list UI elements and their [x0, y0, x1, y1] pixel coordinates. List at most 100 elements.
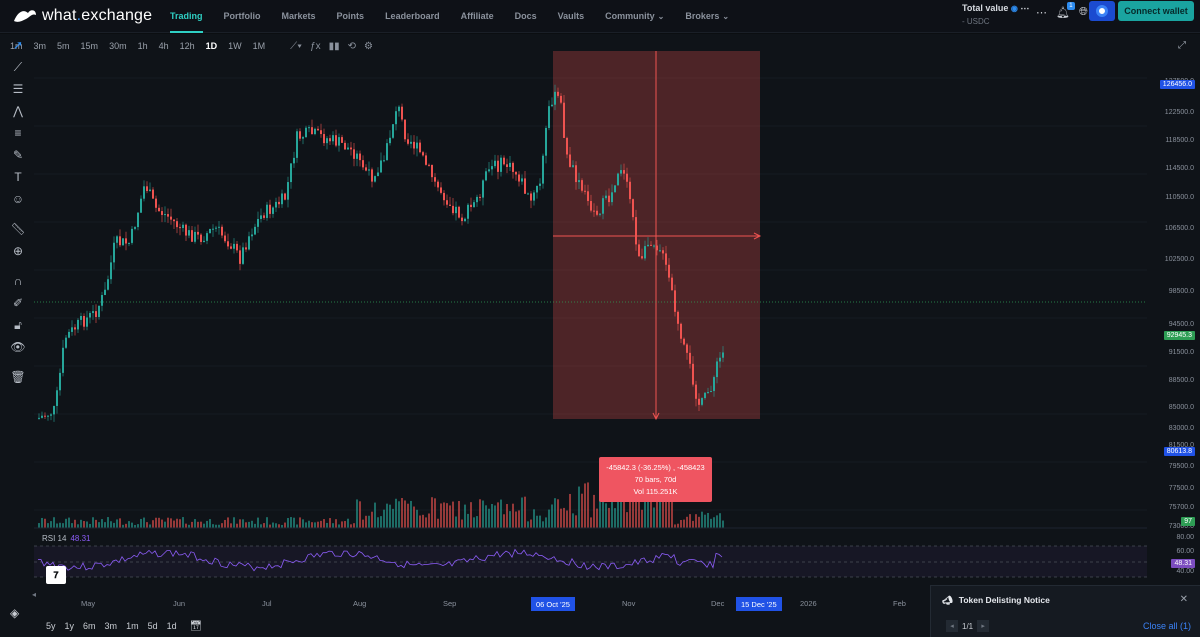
volume-bar	[296, 524, 298, 528]
fullscreen-icon[interactable]: ⤢	[1178, 40, 1186, 51]
notification-bell-icon[interactable]: 🔔︎ 1	[1056, 2, 1075, 19]
volume-bar	[494, 505, 496, 528]
price-axis[interactable]: 127500.0122500.0118500.0114500.0110500.0…	[1147, 38, 1200, 578]
timeframe-5m[interactable]: 5m	[57, 41, 70, 51]
price-chart[interactable]	[34, 38, 1147, 595]
candle	[71, 327, 73, 332]
time-axis[interactable]: 06 Oct '25 15 Dec '25 May Jun Jul Aug Sep Nov…	[34, 597, 1147, 611]
price-tick: 102500.0	[1164, 256, 1194, 263]
range-1y[interactable]: 1y	[64, 621, 75, 631]
candle	[509, 162, 511, 167]
volume-bar	[350, 524, 352, 528]
brush-icon[interactable]: ✎	[12, 148, 24, 162]
candle	[689, 352, 691, 364]
eye-visibility-icon[interactable]: 👁︎	[10, 340, 26, 354]
timeframe-1W[interactable]: 1W	[228, 41, 242, 51]
volume-bar	[692, 520, 694, 528]
range-3m[interactable]: 3m	[104, 621, 118, 631]
price-tick: 94500.0	[1168, 321, 1194, 328]
wallet-provider-icon[interactable]	[1089, 1, 1115, 21]
range-5y[interactable]: 5y	[46, 621, 56, 631]
tradingview-logo[interactable]: 𝟕	[46, 566, 66, 584]
nav-item-leaderboard[interactable]: Leaderboard	[385, 0, 440, 33]
timeframe-4h[interactable]: 4h	[158, 41, 169, 51]
collapse-arrow-icon[interactable]: ◂	[32, 590, 37, 599]
candle	[110, 262, 112, 280]
undo-icon[interactable]: ⟲	[347, 40, 357, 52]
range-1d[interactable]: 1d	[166, 621, 177, 631]
trash-icon[interactable]: 🗑︎	[10, 370, 26, 384]
connect-wallet-button[interactable]: Connect wallet	[1118, 1, 1194, 21]
indicator-icon[interactable]: ƒx	[310, 40, 321, 52]
nav-item-points[interactable]: Points	[337, 0, 365, 33]
candle-type-icon[interactable]: ▮▮	[328, 40, 340, 52]
range-6m[interactable]: 6m	[83, 621, 96, 631]
text-icon[interactable]: T	[14, 170, 22, 184]
prev-page-button[interactable]: ◂	[946, 620, 958, 632]
trend-line-icon[interactable]: ⟋	[13, 59, 23, 74]
brand-logo[interactable]: what.exchange	[12, 7, 162, 25]
candle	[167, 214, 169, 217]
settings-gear-icon[interactable]: ⚙	[364, 40, 373, 52]
zoom-in-icon[interactable]: ⊕	[12, 244, 24, 258]
close-all-button[interactable]: Close all (1)	[1142, 621, 1191, 631]
nav-item-vaults[interactable]: Vaults	[558, 0, 585, 33]
pattern-icon[interactable]: ⋀	[13, 104, 23, 118]
nav-item-brokers[interactable]: Brokers ⌄	[685, 0, 729, 33]
range-start-tag: 06 Oct '25	[531, 597, 575, 611]
volume-bar	[320, 520, 322, 528]
candle	[278, 201, 280, 205]
close-icon[interactable]: ✕	[1179, 594, 1188, 605]
timeframe-1h[interactable]: 1h	[137, 41, 148, 51]
nav-item-label: Affiliate	[460, 11, 494, 21]
rsi-legend: RSI 14 48.31	[42, 534, 91, 543]
next-page-button[interactable]: ▸	[977, 620, 990, 632]
nav-item-trading[interactable]: Trading	[170, 0, 203, 33]
timeframe-3m[interactable]: 3m	[33, 41, 47, 51]
volume-bar	[593, 494, 595, 528]
nav-item-community[interactable]: Community ⌄	[605, 0, 664, 33]
volume-bar	[704, 514, 706, 528]
more-options-icon[interactable]: ⋯	[1036, 7, 1047, 19]
eye-icon[interactable]: ◉	[1010, 4, 1018, 13]
ruler-icon[interactable]: 📏︎	[10, 222, 26, 236]
volume-bar	[581, 493, 583, 528]
horizontal-lines-icon[interactable]: ☰	[12, 82, 24, 96]
nav-item-label: Points	[336, 11, 365, 21]
nav-item-docs[interactable]: Docs	[515, 0, 537, 33]
candle	[239, 250, 241, 264]
calendar-icon[interactable]: 📅︎	[189, 620, 203, 632]
nav-item-markets[interactable]: Markets	[282, 0, 316, 33]
time-tick: Jul	[262, 599, 272, 608]
timeframe-30m[interactable]: 30m	[109, 41, 127, 51]
candle	[98, 305, 100, 317]
emoji-icon[interactable]: ☺	[11, 192, 25, 206]
timeframe-1m[interactable]: 1m	[10, 41, 23, 51]
volume-bar	[584, 483, 586, 528]
line-tool-icon[interactable]: ⟋▾	[290, 40, 303, 52]
candle	[587, 191, 589, 202]
volume-bar	[641, 509, 643, 528]
fib-icon[interactable]: ≡	[14, 126, 22, 140]
nav-item-portfolio[interactable]: Portfolio	[224, 0, 261, 33]
globe-icon[interactable]: 🌐︎	[1078, 6, 1088, 18]
rsi-tick: 80.00	[1176, 534, 1194, 541]
timeframe-1M[interactable]: 1M	[252, 41, 266, 51]
magnet-icon[interactable]: ∩	[13, 274, 23, 288]
more-icon[interactable]: ⋯	[1020, 3, 1030, 13]
lock-icon[interactable]: 🔓︎	[14, 317, 22, 332]
timeframe-12h[interactable]: 12h	[179, 41, 195, 51]
nav-item-affiliate[interactable]: Affiliate	[461, 0, 494, 33]
timeframe-15m[interactable]: 15m	[80, 41, 99, 51]
cursor-icon[interactable]: ➚	[12, 38, 24, 52]
timeframe-1D[interactable]: 1D	[205, 41, 218, 51]
layers-icon[interactable]: ◈	[10, 606, 20, 620]
candle	[122, 238, 124, 246]
price-tick: 79500.0	[1168, 463, 1194, 470]
candle	[536, 185, 538, 193]
range-1m[interactable]: 1m	[126, 621, 139, 631]
range-5d[interactable]: 5d	[147, 621, 158, 631]
nav-item-label: Portfolio	[223, 11, 261, 21]
lock-drawing-icon[interactable]: ✐	[12, 296, 24, 310]
candle	[626, 173, 628, 182]
